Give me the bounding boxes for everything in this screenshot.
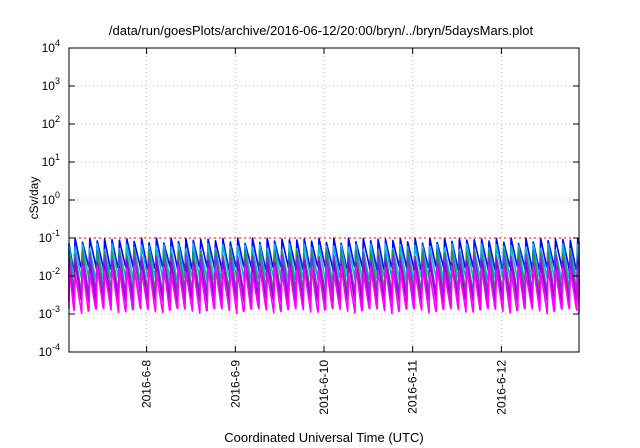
- x-axis-label: Coordinated Universal Time (UTC): [224, 430, 423, 445]
- y-tick-label: 103: [42, 76, 60, 93]
- y-tick-label: 101: [42, 152, 60, 169]
- y-tick-label: 100: [42, 190, 60, 207]
- x-tick-label: 2016-6-12: [494, 360, 508, 415]
- series-line: [68, 265, 580, 315]
- x-tick-label: 2016-6-9: [228, 360, 242, 408]
- chart-title: /data/run/goesPlots/archive/2016-06-12/2…: [109, 23, 534, 38]
- x-tick-label: 2016-6-10: [317, 360, 331, 415]
- y-tick-label: 10-3: [39, 304, 60, 321]
- x-tick-label: 2016-6-11: [406, 360, 420, 414]
- y-tick-label: 102: [42, 114, 60, 131]
- x-axis: 2016-6-8 2016-6-9 2016-6-10 2016-6-11 2016-6…: [140, 48, 508, 415]
- y-tick-label: 10-2: [39, 266, 60, 283]
- x-tick-label: 2016-6-8: [140, 360, 154, 408]
- y-tick-label: 10-4: [39, 342, 60, 359]
- plot-area: [68, 237, 580, 315]
- y-tick-label: 10-1: [39, 228, 60, 245]
- y-tick-label: 104: [42, 38, 60, 55]
- y-axis-label: cSv/day: [27, 177, 41, 220]
- y-axis: 10-4 10-3 10-2 10-1 100 101 102 103 104: [39, 38, 579, 359]
